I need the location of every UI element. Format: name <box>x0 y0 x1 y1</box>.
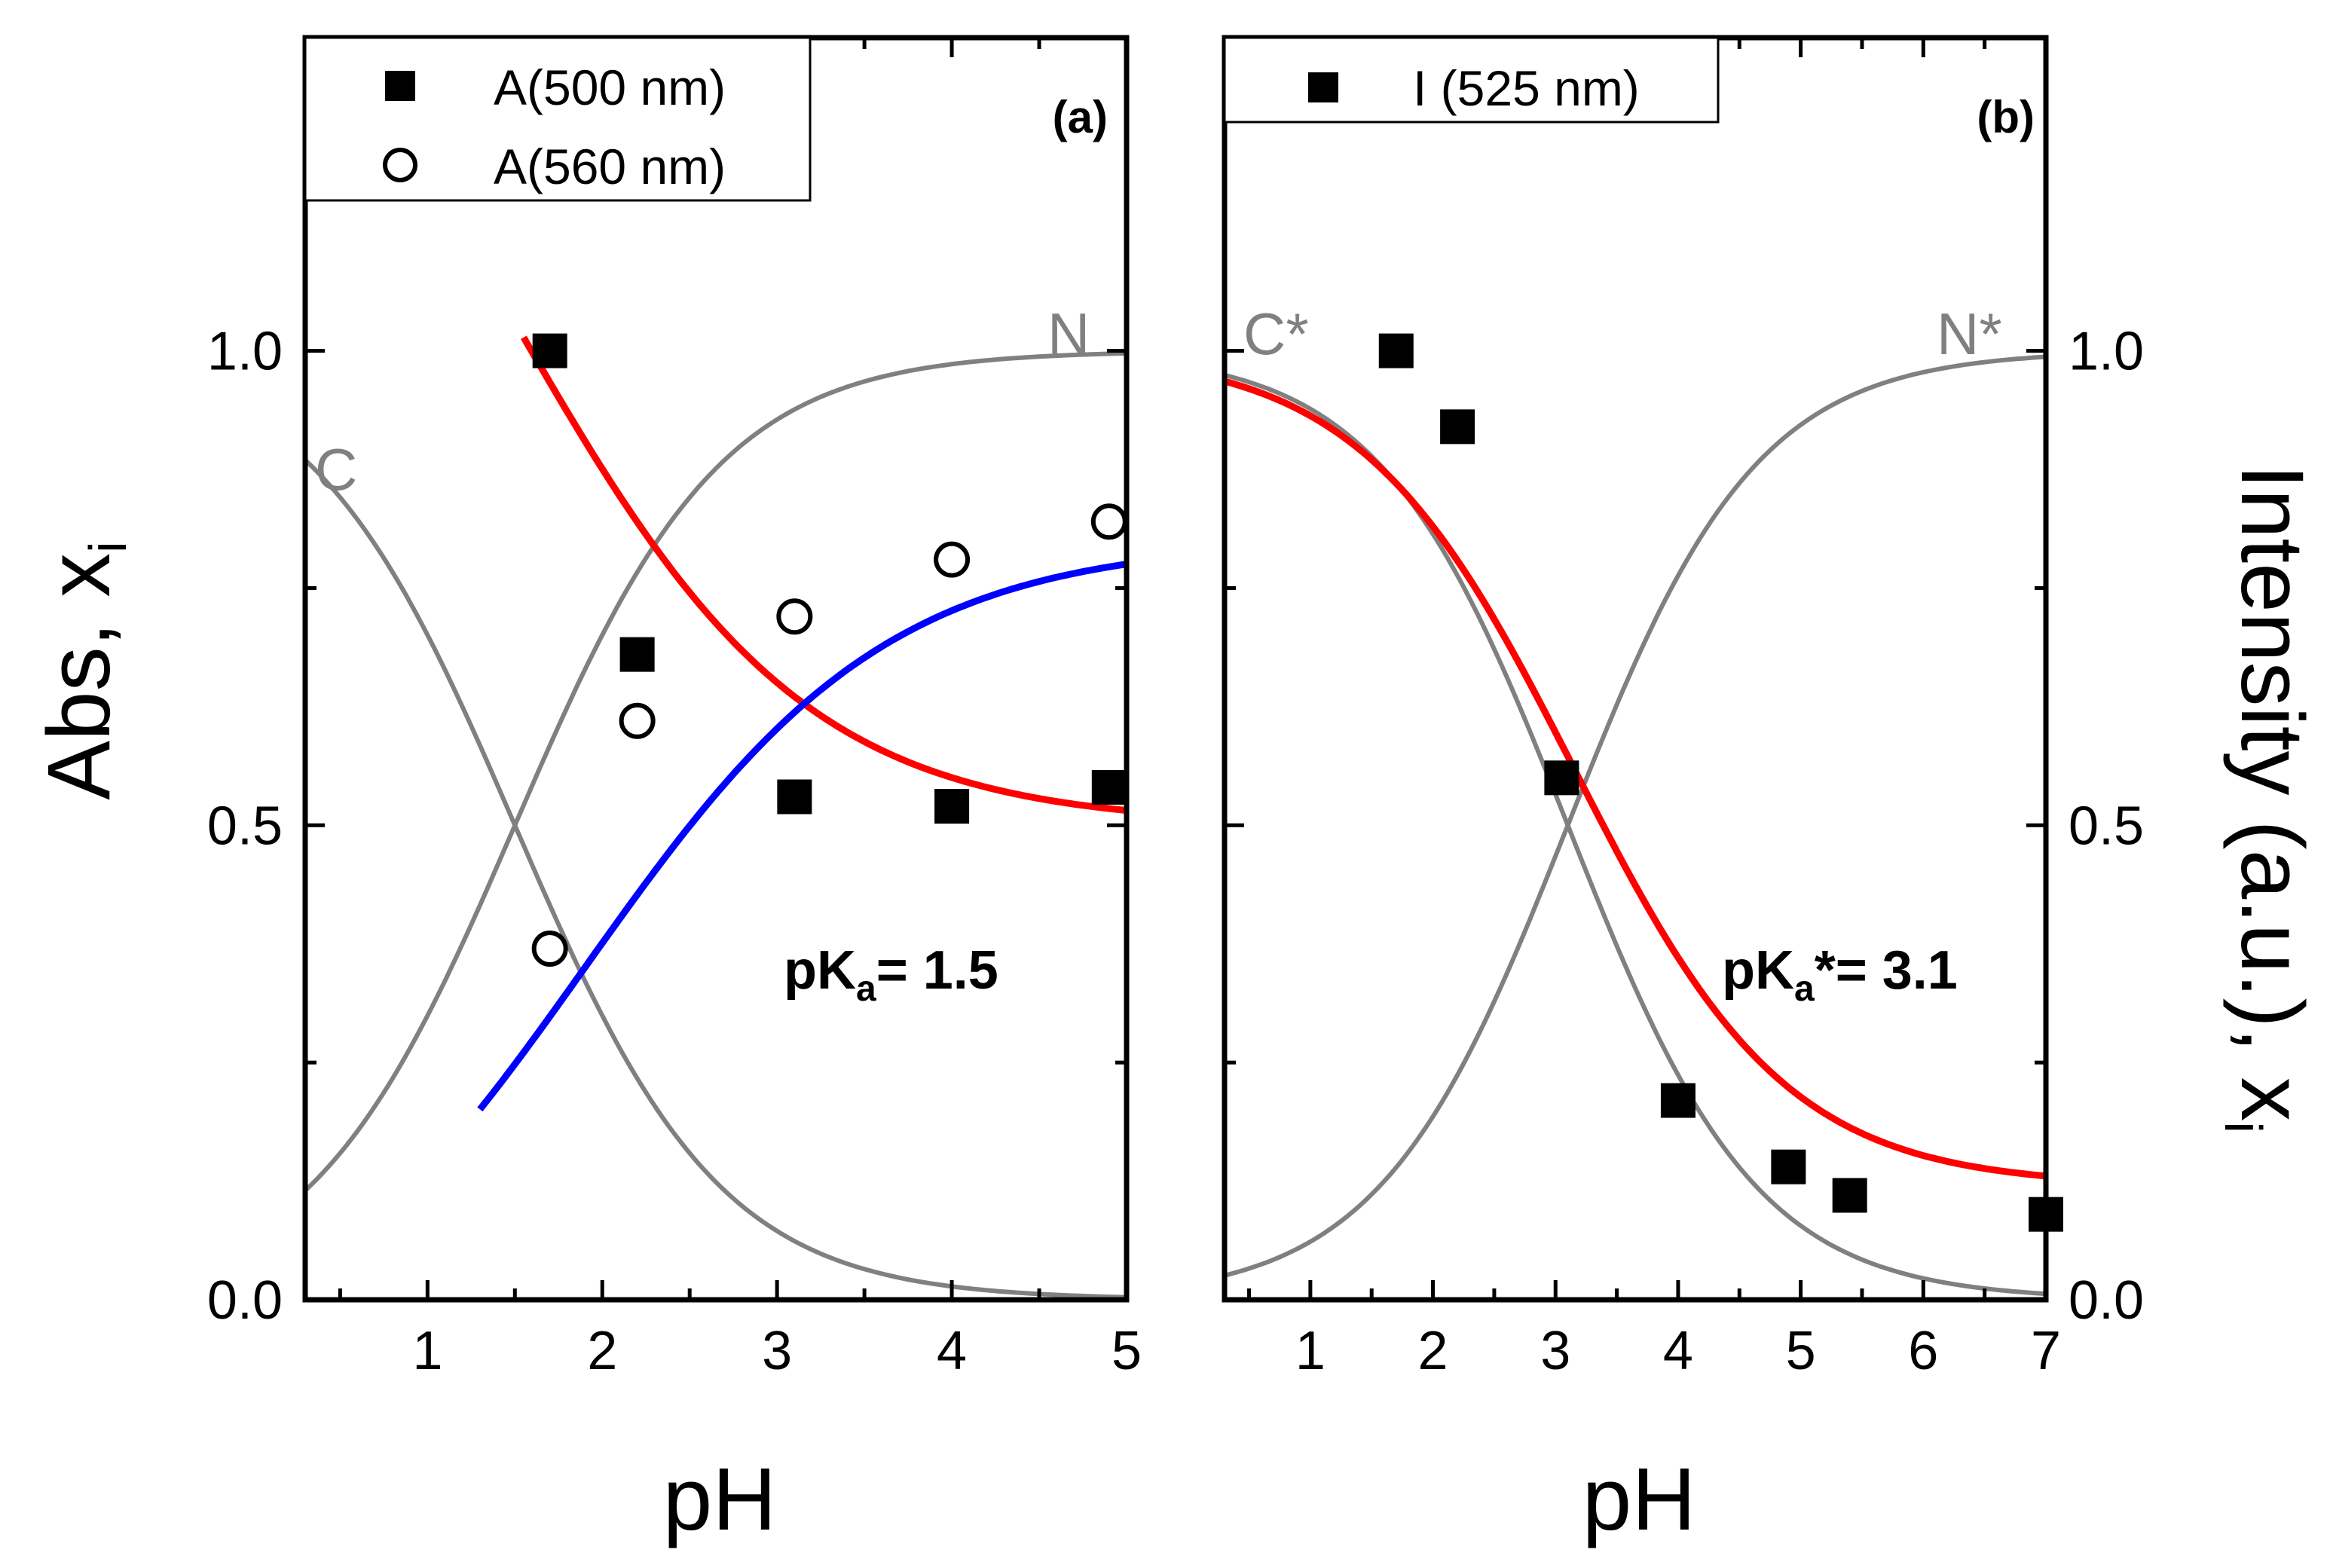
panel-b-tag: (b) <box>1977 92 2035 142</box>
panel-b-x-tick-label: 3 <box>1540 1321 1570 1381</box>
panel-b-y-tick-label: 1.0 <box>2069 322 2144 382</box>
panel-a-pka-sub: a <box>856 969 876 1009</box>
panel-b-legend: I (525 nm) <box>1223 36 1720 124</box>
panel-b-y-axis-title-sub: i <box>2214 1121 2273 1133</box>
panel-a-y-axis-title: Abs, xi <box>29 541 137 799</box>
panel-a-point-a-500-nm--3 <box>934 789 970 824</box>
panel-b-curve-c-fraction <box>1225 372 2046 1297</box>
panel-a-curves <box>305 335 1127 1300</box>
panel-b-x-axis-title: pH <box>1582 1450 1696 1549</box>
panel-a-point-a-500-nm--4 <box>1091 769 1127 805</box>
panel-a-curve-c-fraction <box>305 458 1127 1300</box>
panel-a-point-a-500-nm--0 <box>532 333 567 368</box>
panel-b-point-i-525-nm--0 <box>1378 333 1414 368</box>
panel-a-curve-fit-a-500-nm- <box>521 335 1127 815</box>
panel-b-y-axis-title-text: Intensity (a.u.), xi <box>2214 464 2322 1133</box>
panel-a-ticks <box>305 38 1129 1302</box>
panel-a-markers <box>531 333 1127 967</box>
panel-b-pka-suffix: *= 3.1 <box>1815 940 1958 1001</box>
panel-a-x-tick-label: 2 <box>587 1321 617 1381</box>
panel-b-tick-labels: 1 2 3 4 5 6 70.0 0.5 1.0 <box>1295 322 2144 1381</box>
legend-open-circle-icon <box>383 148 417 182</box>
panel-a-point-a-500-nm--2 <box>777 779 812 815</box>
panel-b-point-i-525-nm--3 <box>1660 1083 1696 1118</box>
panel-b-pka-prefix: pK <box>1722 940 1794 1001</box>
panel-b-x-tick-label: 6 <box>1908 1321 1938 1381</box>
panel-a-pka-suffix: = 1.5 <box>876 940 998 1001</box>
panel-b-ticks <box>1225 38 2048 1302</box>
panel-b-point-i-525-nm--5 <box>1832 1178 1867 1213</box>
panel-a-curve-fit-a-560-nm- <box>477 561 1127 1112</box>
panel-b-y-axis-title: Intensity (a.u.), xi <box>2214 464 2322 1133</box>
panel-b-y-axis-title-main: Intensity (a.u.), x <box>2222 464 2322 1121</box>
panel-a: 1 2 3 4 5 0.0 0.5 1.0 A(500 nm) A(560 nm) (a) C… <box>29 35 1142 1549</box>
panel-b-markers <box>1378 333 2063 1232</box>
panel-a-tag: (a) <box>1053 92 1108 142</box>
panel-b-curves <box>1225 354 2046 1297</box>
panel-a-x-tick-label: 4 <box>937 1321 967 1381</box>
panel-b-y-tick-label: 0.0 <box>2069 1270 2144 1331</box>
panel-b-curve-label-cstar: C* <box>1243 301 1309 367</box>
panel-a-pka-annotation: pKa= 1.5 <box>784 940 998 1009</box>
panel-b-curve-n-fraction <box>1225 354 2046 1278</box>
panel-a-x-tick-label: 3 <box>762 1321 792 1381</box>
panel-b-y-tick-label: 0.5 <box>2069 796 2144 856</box>
panel-a-point-a-560-nm--0 <box>531 931 568 967</box>
panel-b-x-tick-label: 7 <box>2031 1321 2061 1381</box>
panel-b-pka-annotation: pKa*= 3.1 <box>1722 940 1958 1009</box>
panel-a-y-axis-title-sub: i <box>78 541 137 553</box>
panel-b-point-i-525-nm--4 <box>1771 1149 1806 1184</box>
panel-b-x-tick-label: 5 <box>1786 1321 1816 1381</box>
panel-a-point-a-560-nm--4 <box>1090 503 1127 540</box>
panel-a-y-tick-label: 0.5 <box>207 796 283 856</box>
panel-a-x-axis-title: pH <box>663 1450 777 1549</box>
panel-a-point-a-560-nm--3 <box>934 541 971 578</box>
panel-a-point-a-500-nm--1 <box>619 637 655 672</box>
panel-a-curve-label-n: N <box>1047 301 1090 367</box>
panel-a-legend-label-a560: A(560 nm) <box>494 139 726 194</box>
panel-a-curve-label-c: C <box>315 436 357 503</box>
legend-filled-square-icon <box>1308 72 1338 102</box>
panel-b-curve-label-nstar: N* <box>1937 301 2002 367</box>
panel-b-point-i-525-nm--1 <box>1440 409 1475 445</box>
panel-a-y-axis-title-text: Abs, xi <box>29 541 137 799</box>
panel-b-legend-box <box>1223 36 1720 124</box>
panel-a-tick-labels: 1 2 3 4 5 0.0 0.5 1.0 <box>207 322 1142 1381</box>
panel-a-curve-n-fraction <box>305 350 1127 1193</box>
panel-a-y-axis-title-main: Abs, x <box>29 553 129 800</box>
panel-b-legend-label-i525: I (525 nm) <box>1413 60 1640 116</box>
panel-a-y-tick-label: 1.0 <box>207 322 283 382</box>
panel-b-pka-sub: a <box>1794 969 1815 1009</box>
panel-a-legend-label-a500: A(500 nm) <box>494 60 726 115</box>
panel-a-point-a-560-nm--2 <box>776 598 813 635</box>
panel-a-x-tick-label: 5 <box>1111 1321 1142 1381</box>
panel-a-legend: A(500 nm) A(560 nm) <box>304 36 812 202</box>
panel-a-x-tick-label: 1 <box>412 1321 442 1381</box>
legend-filled-square-icon <box>385 71 415 101</box>
panel-a-plot-frame <box>302 35 1130 1303</box>
panel-b: 1 2 3 4 5 6 70.0 0.5 1.0 I (525 nm) (b) C* N* pK… <box>1222 35 2322 1549</box>
panel-b-point-i-525-nm--2 <box>1544 760 1579 796</box>
panel-b-x-tick-label: 1 <box>1295 1321 1326 1381</box>
panel-b-plot-frame <box>1222 35 2049 1303</box>
panel-b-curve-fit-i-525-nm- <box>1225 377 2046 1180</box>
panel-a-point-a-560-nm--1 <box>619 702 656 739</box>
panel-a-pka-prefix: pK <box>784 940 856 1001</box>
panel-b-x-tick-label: 4 <box>1663 1321 1693 1381</box>
panel-a-y-tick-label: 0.0 <box>207 1270 283 1331</box>
panel-b-x-tick-label: 2 <box>1418 1321 1448 1381</box>
